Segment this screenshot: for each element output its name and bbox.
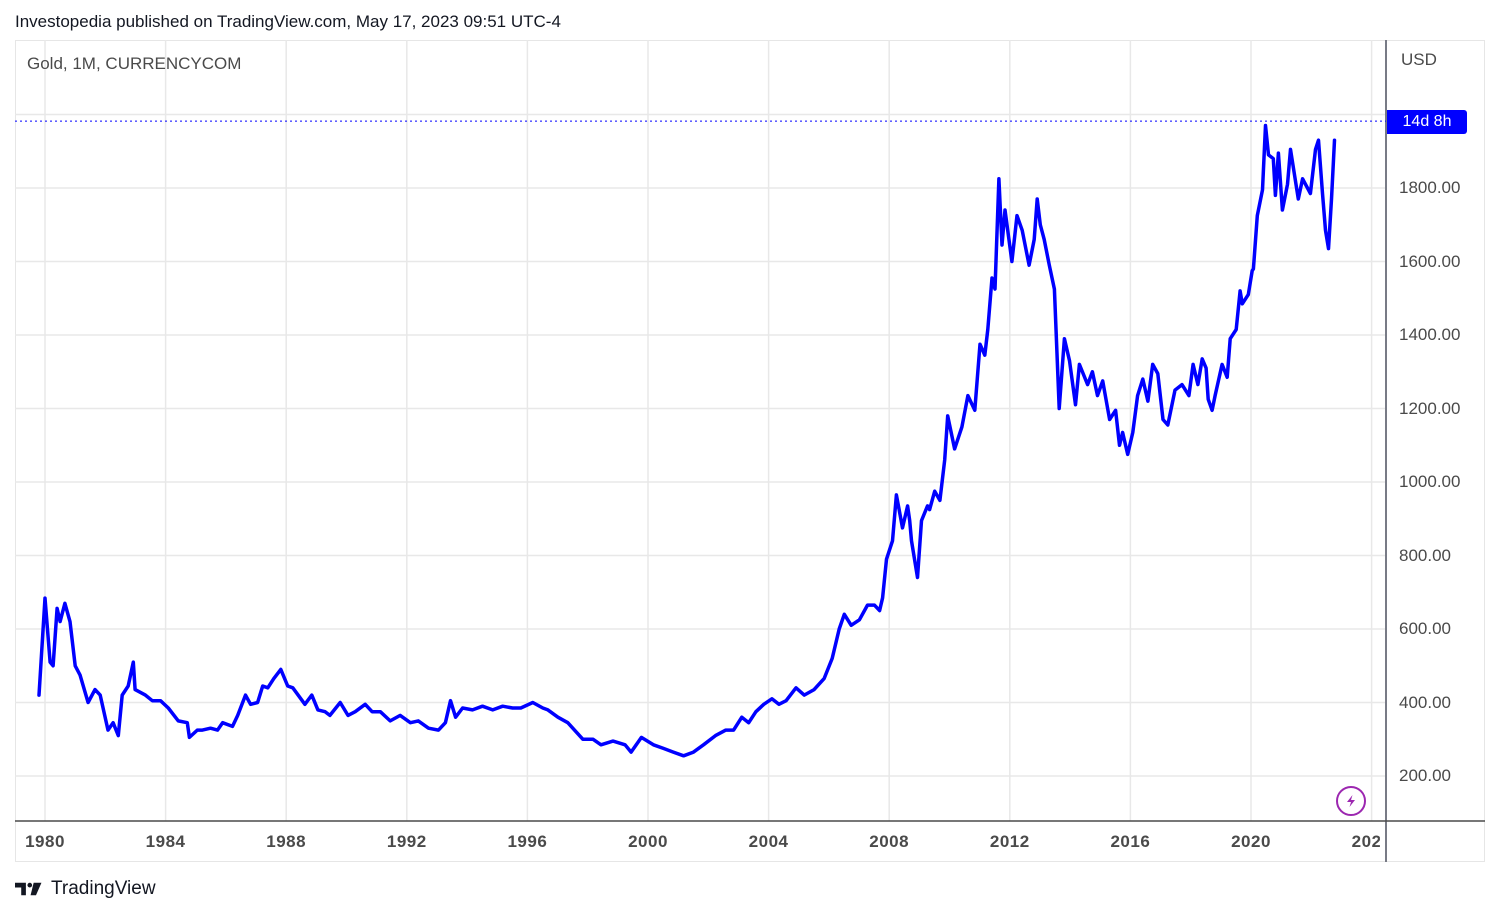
- price-tick-label: 600.00: [1399, 619, 1451, 638]
- time-tick-label: 2008: [869, 832, 910, 851]
- time-tick-label: 2024: [1351, 832, 1392, 851]
- time-tick-label: 2016: [1110, 832, 1151, 851]
- price-tick-label: 400.00: [1399, 692, 1451, 712]
- publish-info: Investopedia published on TradingView.co…: [15, 12, 561, 31]
- price-tick-label: 1000.00: [1399, 472, 1461, 491]
- time-tick-label: 2012: [989, 832, 1030, 851]
- price-tick-label: 800.00: [1399, 545, 1451, 565]
- price-tick-label: 1200.00: [1399, 398, 1461, 418]
- time-tick-label: 2004: [748, 832, 789, 851]
- time-tick-label: 2000: [628, 832, 668, 851]
- symbol-legend[interactable]: Gold, 1M, CURRENCYCOM: [27, 54, 242, 73]
- time-tick-label: 1992: [386, 832, 427, 851]
- brand-name: TradingView: [51, 878, 156, 899]
- lightning-button[interactable]: [1336, 786, 1366, 816]
- time-tick-label: 1996: [507, 832, 548, 851]
- time-tick-label: 2020: [1231, 832, 1271, 851]
- time-tick-label: 1984: [145, 832, 186, 851]
- price-tick-label: 1800.00: [1399, 178, 1461, 197]
- lightning-icon: [1347, 795, 1355, 807]
- price-tick-label: 200.00: [1399, 766, 1451, 785]
- gold-price-line: [37, 123, 1337, 758]
- time-tick-label: 1980: [25, 832, 65, 851]
- chart-grid: [15, 40, 1386, 821]
- tradingview-logo-icon: [15, 882, 42, 896]
- bar-countdown-badge: 14d 8h: [1387, 110, 1467, 134]
- currency-label: USD: [1401, 50, 1437, 69]
- tradingview-brand[interactable]: TradingView: [15, 878, 156, 900]
- chart-frame[interactable]: [15, 40, 1485, 862]
- price-tick-label: 1600.00: [1399, 251, 1461, 271]
- price-tick-label: 1400.00: [1399, 325, 1461, 344]
- time-tick-label: 1988: [266, 832, 307, 851]
